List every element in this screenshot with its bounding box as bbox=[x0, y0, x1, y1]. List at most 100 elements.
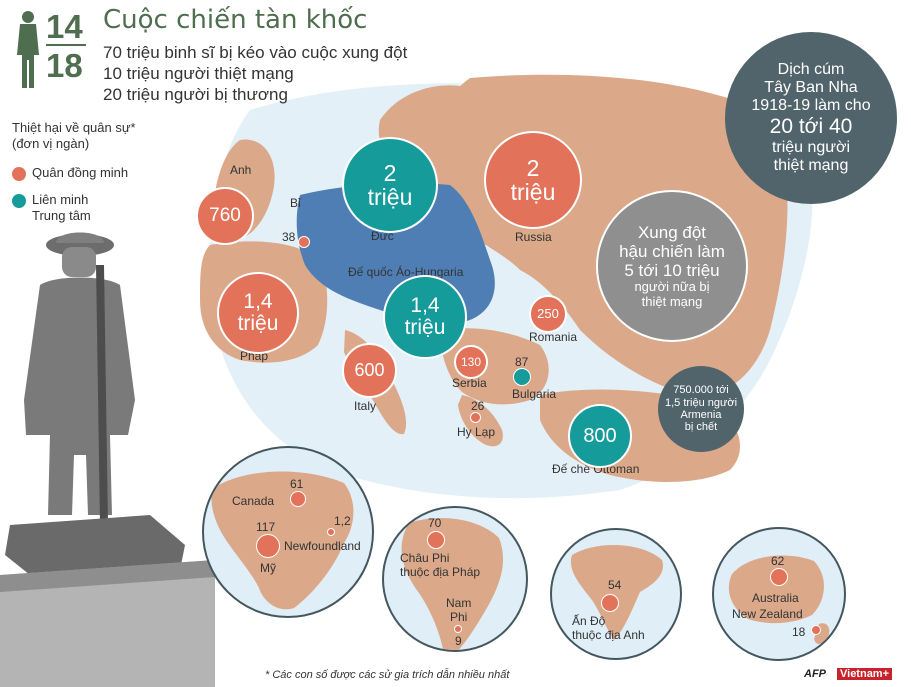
inset-america: Canada 61 117 Mỹ 1,2 Newfoundland bbox=[202, 446, 374, 618]
bubble-southafrica bbox=[454, 625, 462, 633]
vietnamplus-logo-text: Vietnam+ bbox=[840, 668, 890, 680]
value-usa: 117 bbox=[256, 520, 276, 534]
label-southafrica-1: Nam bbox=[446, 596, 472, 610]
bubble-serbia-value: 130 bbox=[460, 354, 482, 369]
label-usa: Mỹ bbox=[260, 561, 276, 575]
logo-14: 14 bbox=[46, 8, 83, 45]
armenia-line-1: 750.000 tới bbox=[673, 384, 729, 397]
bubble-bulgaria bbox=[513, 368, 531, 386]
greece-land bbox=[458, 395, 503, 447]
soldier-statue-image bbox=[0, 232, 215, 687]
flu-line-2: Tây Ban Nha bbox=[764, 79, 858, 97]
value-newzealand: 18 bbox=[792, 625, 806, 639]
value-bulgaria: 87 bbox=[515, 355, 529, 369]
postwar-line-5: thiệt mạng bbox=[641, 293, 703, 309]
bubble-phap-unit: triệu bbox=[237, 312, 279, 335]
vietnamplus-logo: Vietnam+ bbox=[837, 668, 893, 680]
legend-title: Thiệt hại về quân sự* bbox=[12, 120, 136, 135]
inset-oceania: 62 Australia New Zealand 18 bbox=[712, 527, 846, 661]
afp-logo: AFP bbox=[804, 668, 826, 680]
value-southafrica: 9 bbox=[455, 634, 462, 648]
bubble-phap: 1,4 triệu bbox=[217, 272, 299, 354]
flu-line-1: Dịch cúm bbox=[777, 61, 845, 79]
page-title: Cuộc chiến tàn khốc bbox=[103, 5, 368, 35]
bubble-newzealand bbox=[811, 625, 821, 635]
label-africa-1: Châu Phi bbox=[400, 551, 450, 565]
label-newzealand: New Zealand bbox=[732, 607, 803, 621]
allies-dot-icon bbox=[12, 166, 26, 181]
footnote: * Các con số được các sử gia trích dẫn n… bbox=[265, 669, 510, 681]
flu-info-circle: Dịch cúm Tây Ban Nha 1918-19 làm cho 20 … bbox=[725, 32, 897, 204]
label-romania: Romania bbox=[529, 330, 578, 344]
postwar-line-3: 5 tới 10 triệu bbox=[624, 260, 720, 280]
bubble-russia: 2 triệu bbox=[484, 131, 582, 229]
bubble-duc-unit: triệu bbox=[367, 184, 413, 210]
legend-central-label-2: Trung tâm bbox=[32, 208, 91, 223]
afp-logo-text: AFP bbox=[804, 668, 826, 680]
bubble-austria-unit: triệu bbox=[404, 316, 446, 339]
bubble-duc-value: 2 bbox=[383, 159, 397, 186]
bubble-ottoman: 800 bbox=[568, 404, 632, 468]
bubble-austria: 1,4 triệu bbox=[383, 275, 467, 359]
india-land bbox=[570, 544, 663, 640]
label-australia: Australia bbox=[752, 591, 799, 605]
bubble-anh-value: 760 bbox=[209, 205, 241, 227]
label-india-2: thuộc địa Anh bbox=[572, 628, 645, 642]
value-india: 54 bbox=[608, 578, 622, 592]
bubble-newfoundland bbox=[327, 528, 335, 536]
bubble-hylap bbox=[470, 412, 481, 423]
value-bi: 38 bbox=[282, 230, 296, 244]
subtitle-line-2: 10 triệu người thiệt mạng bbox=[103, 64, 294, 83]
bubble-phap-value: 1,4 bbox=[243, 289, 273, 313]
bubble-duc: 2 triệu bbox=[342, 137, 438, 233]
value-africa: 70 bbox=[428, 516, 442, 530]
america-land bbox=[211, 471, 354, 610]
bubble-austria-value: 1,4 bbox=[410, 293, 440, 317]
bubble-romania: 250 bbox=[529, 295, 567, 333]
flu-line-3: 1918-19 làm cho bbox=[751, 97, 871, 115]
label-italy: Italy bbox=[354, 399, 377, 413]
armenia-line-2: 1,5 triệu người bbox=[664, 396, 738, 409]
value-hylap: 26 bbox=[471, 399, 485, 413]
label-bulgaria: Bulgaria bbox=[512, 387, 557, 401]
legend-allies: Quân đồng minh bbox=[12, 165, 128, 181]
subtitle-line-3: 20 triệu người bị thương bbox=[103, 85, 288, 104]
label-serbia: Serbia bbox=[452, 376, 487, 390]
legend-allies-label: Quân đồng minh bbox=[32, 165, 129, 180]
soldier-logo-icon bbox=[17, 11, 39, 88]
flu-line-4: 20 tới 40 bbox=[769, 115, 853, 139]
label-russia: Russia bbox=[515, 230, 552, 244]
bubble-russia-unit: triệu bbox=[510, 179, 556, 205]
bubble-canada bbox=[290, 491, 306, 507]
bubble-anh: 760 bbox=[196, 187, 254, 245]
postwar-info-circle: Xung đột hậu chiến làm 5 tới 10 triệu ng… bbox=[596, 190, 748, 342]
africa-land bbox=[401, 518, 504, 650]
central-dot-icon bbox=[12, 193, 26, 208]
bubble-bi bbox=[298, 236, 310, 248]
value-newfoundland: 1,2 bbox=[334, 514, 351, 528]
label-austria: Đế quốc Áo-Hungaria bbox=[348, 265, 464, 279]
label-ottoman: Đế chế Ottoman bbox=[552, 462, 640, 476]
bubble-ottoman-value: 800 bbox=[583, 424, 617, 447]
bubble-serbia: 130 bbox=[454, 345, 488, 379]
label-africa-2: thuộc địa Pháp bbox=[400, 565, 481, 579]
legend-central-label-1: Liên minh bbox=[32, 192, 89, 207]
armenia-line-4: bị chết bbox=[684, 421, 718, 434]
label-anh: Anh bbox=[230, 163, 252, 177]
postwar-line-2: hậu chiến làm bbox=[619, 241, 725, 261]
armenia-info-circle: 750.000 tới 1,5 triệu người Armenia bị c… bbox=[658, 366, 744, 452]
flu-line-5: triệu người bbox=[771, 138, 851, 156]
armenia-line-3: Armenia bbox=[680, 409, 722, 421]
subtitle-line-1: 70 triệu binh sĩ bị kéo vào cuộc xung độ… bbox=[103, 43, 408, 62]
bubble-italy: 600 bbox=[342, 343, 397, 398]
postwar-line-1: Xung đột bbox=[637, 222, 707, 242]
bubble-usa bbox=[256, 534, 280, 558]
label-india-1: Ấn Độ bbox=[572, 614, 606, 628]
bubble-australia bbox=[770, 568, 788, 586]
bubble-russia-value: 2 bbox=[526, 154, 540, 181]
bubble-africa bbox=[427, 531, 445, 549]
postwar-line-4: người nữa bị bbox=[634, 279, 710, 294]
label-southafrica-2: Phi bbox=[450, 610, 468, 624]
flu-line-6: thiệt mạng bbox=[773, 156, 849, 174]
logo-18: 18 bbox=[46, 47, 83, 84]
